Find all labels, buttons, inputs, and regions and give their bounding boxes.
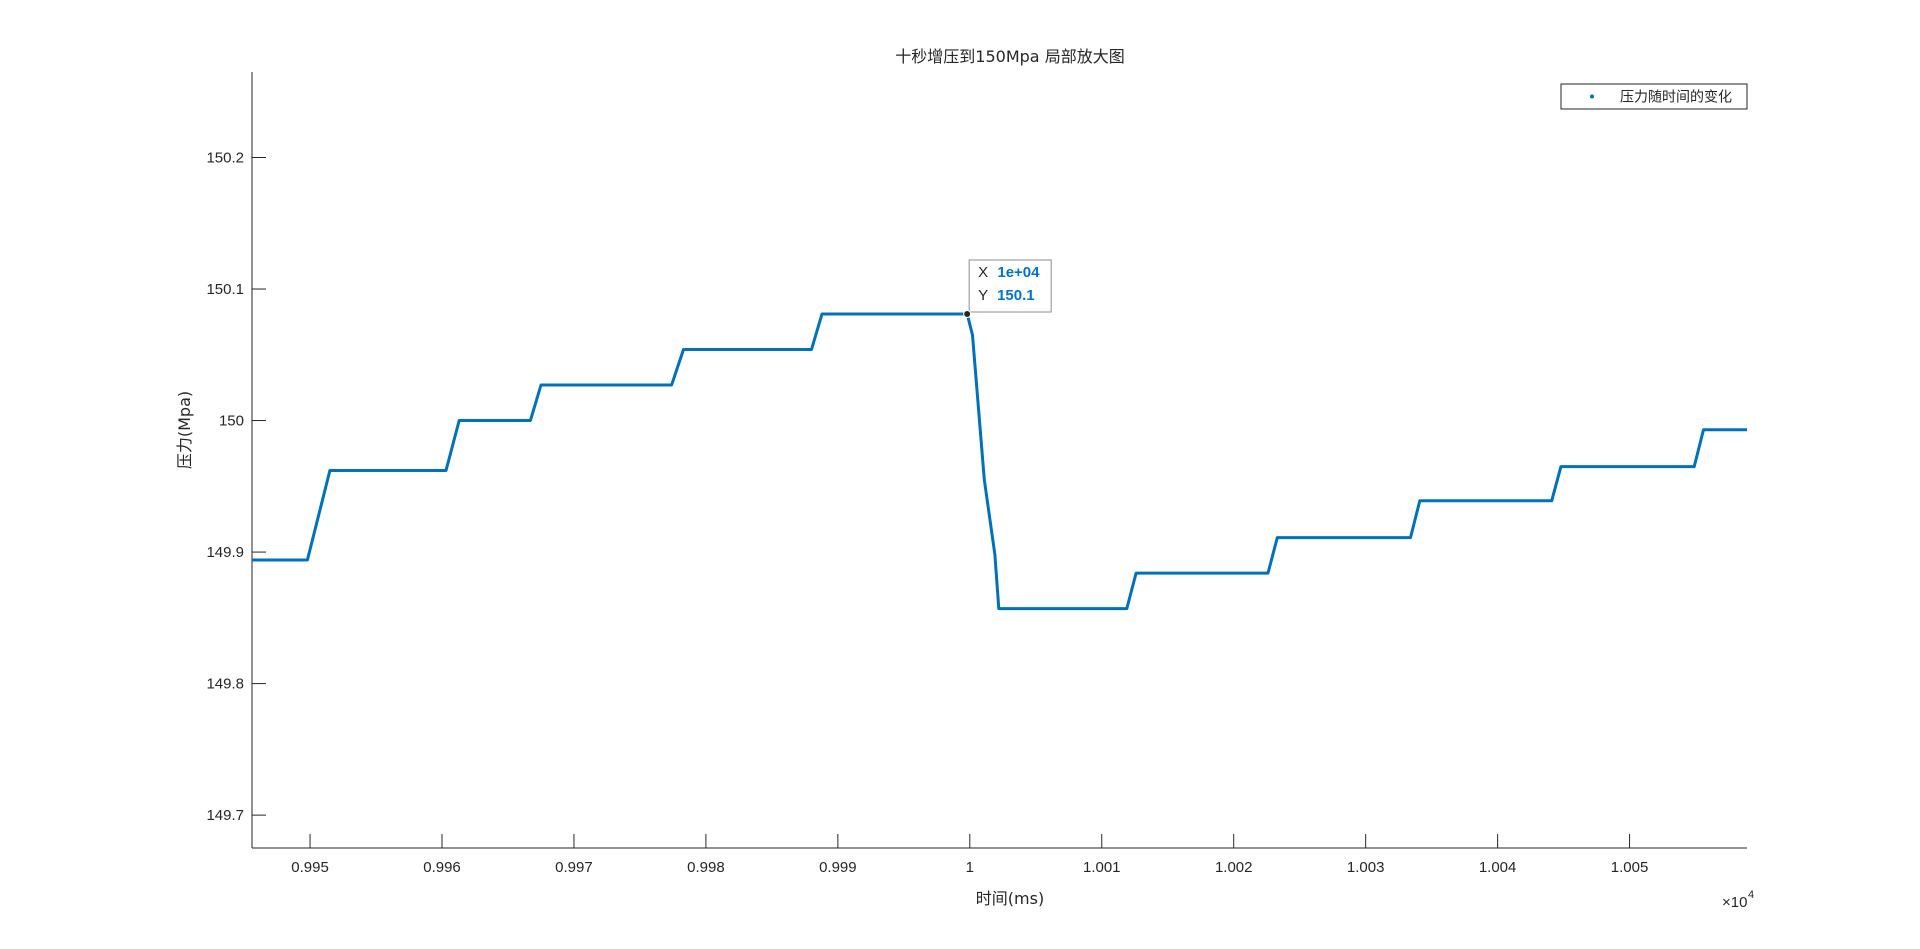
x-axis-exponent: ×10 4 [1722,889,1754,911]
datatip-box [968,259,1052,313]
y-tick-label: 149.8 [206,676,244,693]
datatip-x-row: X 1e+04 [978,264,1040,281]
chart-title: 十秒增压到150Mpa 局部放大图 [895,47,1124,66]
x-tick-label: 1.002 [1215,859,1253,876]
x-axis-ticks: 0.995 0.996 0.997 0.998 0.999 1 1.001 1.002 1.00… [291,834,1648,876]
x-tick-label: 0.996 [423,859,461,876]
y-tick-label: 149.7 [206,807,244,824]
x-exponent-base: ×10 [1722,894,1747,911]
x-tick-label: 0.998 [687,859,725,876]
legend-entry-label: 压力随时间的变化 [1620,90,1732,106]
datatip-y-value: 150.1 [997,287,1035,304]
datatip-marker [963,310,972,319]
y-tick-label: 149.9 [206,544,244,561]
x-tick-label: 1.004 [1479,859,1517,876]
y-axis-label: 压力(Mpa) [175,391,194,469]
datatip[interactable]: X 1e+04 Y 150.1 [963,259,1052,319]
datatip-y-key: Y [978,287,988,304]
y-tick-label: 150.2 [206,149,244,166]
x-tick-label: 1 [966,859,974,876]
datatip-x-value: 1e+04 [997,264,1040,281]
datatip-x-key: X [978,264,988,281]
legend[interactable]: 压力随时间的变化 [1560,83,1748,110]
legend-marker [1590,94,1594,99]
pressure-series-line [252,312,1747,611]
y-axis-ticks: 149.7 149.8 149.9 150 150.1 150.2 [206,149,266,824]
x-exponent-power: 4 [1748,889,1754,901]
x-tick-label: 1.005 [1611,859,1649,876]
x-tick-label: 0.995 [291,859,329,876]
x-axis-label: 时间(ms) [976,889,1044,908]
x-tick-label: 0.999 [819,859,857,876]
x-tick-label: 1.003 [1347,859,1385,876]
y-tick-label: 150 [219,413,244,430]
axes [251,72,1747,849]
x-tick-label: 1.001 [1083,859,1121,876]
y-tick-label: 150.1 [206,281,244,298]
datatip-y-row: Y 150.1 [978,287,1034,304]
x-tick-label: 0.997 [555,859,593,876]
